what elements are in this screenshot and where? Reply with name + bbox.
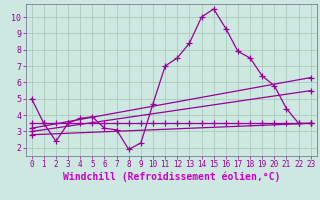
X-axis label: Windchill (Refroidissement éolien,°C): Windchill (Refroidissement éolien,°C)	[62, 172, 280, 182]
